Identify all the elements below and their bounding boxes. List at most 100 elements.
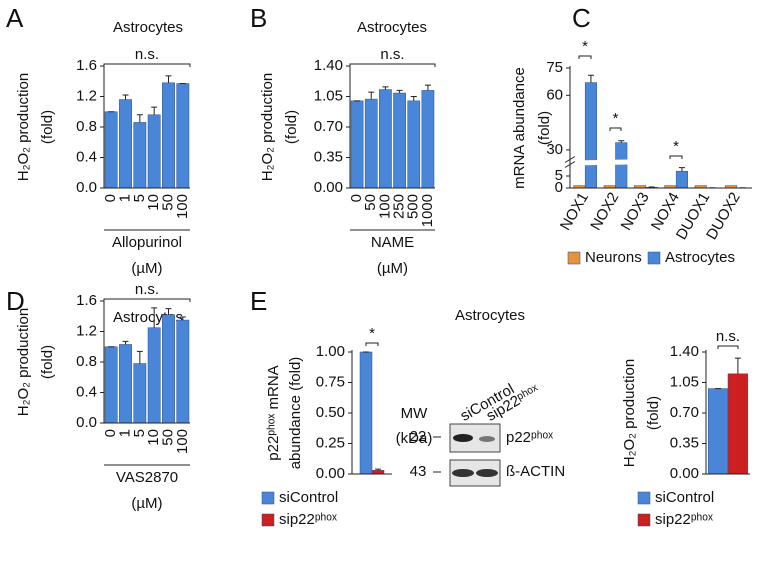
western-blot: MW (kDa) 22 43 p22ᵖʰᵒˣ ß-ACTIN siControl… [396, 381, 565, 487]
x-tick-label: 0 [348, 194, 365, 202]
y-tick-label: 5 [555, 167, 563, 184]
error-bar [396, 89, 403, 94]
annotation: n.s. [135, 281, 159, 298]
bar [104, 111, 118, 189]
blot-marker: 43 [410, 463, 427, 480]
y-tick-label: 30 [546, 141, 563, 158]
x-tick-label: 5 [131, 429, 148, 437]
axis [103, 299, 190, 424]
bracket [365, 342, 379, 346]
error-bar [410, 96, 417, 101]
y-tick-label: 0.0 [76, 414, 97, 431]
chart-title: Astrocytes [357, 19, 427, 36]
legend-swatch [261, 513, 275, 527]
bar [675, 170, 688, 189]
bar [133, 363, 147, 424]
bar [162, 82, 175, 189]
chart-title: Astrocytes [113, 19, 183, 36]
legend-label: Astrocytes [665, 249, 735, 266]
x-tick-label: 50 [159, 429, 176, 446]
legend-label: siControl [655, 489, 714, 506]
x-tick-label: 1000 [419, 194, 436, 227]
x-tick-label: 50 [362, 194, 379, 211]
y-tick-label: 1.40 [314, 57, 343, 74]
y-axis-label: H₂O₂ production [621, 359, 638, 467]
x-tick-label: 0 [102, 429, 119, 437]
x-axis-label: VAS2870 [116, 469, 178, 486]
bracket [578, 55, 592, 59]
y-tick-label: 1.00 [316, 343, 345, 360]
y-tick-label: 0.0 [76, 179, 97, 196]
bar [147, 327, 161, 424]
y-tick-label: 60 [546, 86, 563, 103]
annotation: * [369, 325, 375, 342]
blot-marker: 22 [410, 428, 427, 445]
bar [104, 346, 118, 424]
legend-swatch [261, 491, 275, 505]
x-tick-label: NOX1 [557, 189, 592, 233]
annotation: * [582, 38, 588, 55]
panel-letter: E [250, 286, 267, 316]
y-axis-label: (fold) [283, 110, 300, 144]
x-tick-label: 10 [145, 429, 162, 446]
x-tick-label: 100 [174, 194, 191, 219]
bracket [669, 155, 683, 159]
bar [359, 351, 373, 475]
y-axis-label: p22ᵖʰᵒˣ mRNA [265, 365, 282, 460]
panel-letter: B [250, 3, 267, 33]
axis [349, 64, 435, 189]
y-tick-label: 0.8 [76, 118, 97, 135]
y-tick-label: 0.00 [314, 179, 343, 196]
y-tick-label: 0.4 [76, 383, 97, 400]
chart-title: Astrocytes [455, 307, 525, 324]
annotation: n.s. [135, 46, 159, 63]
error-bar [151, 307, 158, 328]
x-axis-label: (µM) [377, 260, 408, 277]
bar [364, 98, 378, 189]
y-tick-label: 0.00 [316, 465, 345, 482]
x-tick-label: 100 [174, 429, 191, 454]
x-tick-label: 10 [145, 194, 162, 211]
y-tick-label: 1.2 [76, 322, 97, 339]
axis [351, 350, 392, 475]
y-tick-label: 0.35 [670, 434, 699, 451]
legend-label: sip22ᵖʰᵒˣ [655, 511, 713, 528]
bracket [349, 63, 436, 67]
error-bar [165, 75, 172, 83]
y-axis-label: H₂O₂ production [259, 73, 276, 181]
bar [162, 314, 175, 424]
y-axis-label: (fold) [39, 345, 56, 379]
y-tick-label: 0.00 [670, 465, 699, 482]
y-tick-label: 0.70 [314, 118, 343, 135]
x-tick-label: 1 [116, 429, 133, 437]
x-tick-label: 1 [116, 194, 133, 202]
y-axis-label: mRNA abundance [511, 67, 528, 189]
x-axis-label: NAME [371, 234, 414, 251]
axis [705, 350, 750, 475]
annotation: n.s. [716, 328, 740, 345]
y-tick-label: 0.35 [314, 148, 343, 165]
y-tick-label: 75 [546, 59, 563, 76]
y-tick-label: 1.05 [670, 373, 699, 390]
bar [393, 92, 406, 189]
legend-label: siControl [279, 489, 338, 506]
bar [407, 100, 421, 189]
error-bar [179, 316, 186, 321]
x-tick-label: 50 [159, 194, 176, 211]
error-bar [165, 308, 172, 315]
bar [727, 373, 749, 475]
bar [615, 142, 628, 189]
x-axis-label: Allopurinol [112, 234, 182, 251]
bar [707, 388, 729, 475]
axis-break [571, 157, 752, 166]
y-tick-label: 1.2 [76, 87, 97, 104]
x-tick-label: 100 [376, 194, 393, 219]
x-tick-label: 0 [102, 194, 119, 202]
panel-letter: C [572, 3, 591, 33]
blot-mw: MW [401, 405, 428, 422]
bar [584, 82, 597, 189]
bar [421, 90, 435, 189]
legend-label: sip22ᵖʰᵒˣ [279, 511, 337, 528]
bar [119, 344, 132, 424]
